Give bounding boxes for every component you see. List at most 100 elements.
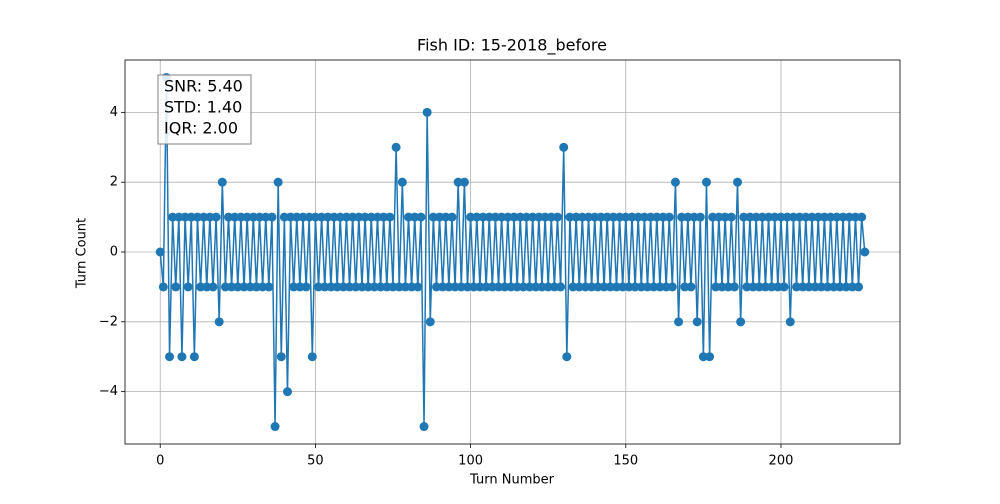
data-point: [438, 282, 448, 292]
data-point: [282, 387, 292, 397]
data-point: [310, 212, 320, 222]
data-point: [224, 212, 234, 222]
data-point: [413, 282, 423, 292]
data-point: [214, 317, 224, 327]
data-point: [404, 212, 414, 222]
data-point: [503, 212, 513, 222]
data-point: [643, 282, 653, 292]
data-point: [683, 212, 693, 222]
data-point: [528, 212, 538, 222]
data-point: [351, 282, 361, 292]
data-point: [854, 282, 864, 292]
y-tick-label: −4: [99, 384, 118, 399]
data-point: [382, 282, 392, 292]
data-point: [593, 282, 603, 292]
data-point: [400, 282, 410, 292]
data-point: [261, 212, 271, 222]
data-point: [602, 212, 612, 222]
data-point: [363, 282, 373, 292]
data-point: [757, 212, 767, 222]
data-point: [531, 282, 541, 292]
data-point: [726, 212, 736, 222]
data-point: [627, 212, 637, 222]
data-point: [664, 212, 674, 222]
data-point: [484, 212, 494, 222]
data-point: [574, 282, 584, 292]
data-point: [714, 212, 724, 222]
data-point: [490, 212, 500, 222]
data-point: [276, 352, 286, 362]
data-point: [273, 177, 283, 187]
data-point: [217, 177, 227, 187]
data-point: [441, 212, 451, 222]
data-line: [159, 77, 866, 427]
data-point: [680, 282, 690, 292]
data-point: [739, 212, 749, 222]
data-point: [611, 282, 621, 292]
data-point: [385, 212, 395, 222]
data-point: [751, 212, 761, 222]
data-point: [494, 282, 504, 292]
data-point: [655, 282, 665, 292]
data-point: [323, 212, 333, 222]
data-point: [345, 282, 355, 292]
data-point: [208, 282, 218, 292]
data-point: [782, 212, 792, 222]
data-point: [298, 212, 308, 222]
data-point: [478, 212, 488, 222]
data-point: [177, 352, 187, 362]
data-point: [192, 212, 202, 222]
y-tick-label: 2: [110, 175, 118, 190]
annotation-text: IQR: 2.00: [164, 119, 238, 138]
data-point: [525, 282, 535, 292]
data-point: [220, 282, 230, 292]
annotation-text: SNR: 5.40: [164, 77, 243, 96]
data-point: [289, 282, 299, 292]
data-point: [649, 282, 659, 292]
data-point: [391, 142, 401, 152]
data-point: [556, 282, 566, 292]
data-point: [407, 282, 417, 292]
data-point: [823, 282, 833, 292]
data-point: [450, 282, 460, 292]
data-point: [515, 212, 525, 222]
data-point: [698, 352, 708, 362]
data-point: [369, 282, 379, 292]
data-point: [335, 212, 345, 222]
data-point: [810, 282, 820, 292]
data-point: [835, 282, 845, 292]
data-point: [270, 422, 280, 432]
data-point: [844, 212, 854, 222]
data-point: [549, 282, 559, 292]
data-point: [590, 212, 600, 222]
data-point: [509, 212, 519, 222]
data-point: [791, 282, 801, 292]
data-point: [314, 282, 324, 292]
y-tick-label: 4: [110, 105, 118, 120]
data-point: [307, 352, 317, 362]
data-point: [754, 282, 764, 292]
data-point: [301, 282, 311, 292]
data-point: [742, 282, 752, 292]
data-point: [435, 212, 445, 222]
data-point: [748, 282, 758, 292]
data-point: [736, 317, 746, 327]
data-point: [760, 282, 770, 292]
data-point: [242, 212, 252, 222]
data-point: [692, 317, 702, 327]
data-point: [537, 282, 547, 292]
data-point: [286, 212, 296, 222]
y-axis-label: Turn Count: [75, 218, 90, 289]
data-point: [717, 282, 727, 292]
data-point: [816, 282, 826, 292]
data-point: [618, 282, 628, 292]
data-point: [838, 212, 848, 222]
data-point: [577, 212, 587, 222]
data-point: [341, 212, 351, 222]
x-tick-label: 150: [613, 454, 638, 469]
data-point: [658, 212, 668, 222]
data-point: [233, 282, 243, 292]
data-point: [804, 282, 814, 292]
data-point: [453, 177, 463, 187]
data-point: [596, 212, 606, 222]
